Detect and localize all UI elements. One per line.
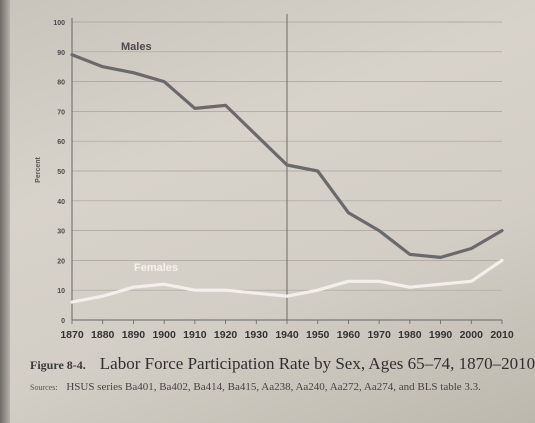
x-tick-label: 1870 bbox=[60, 329, 84, 341]
y-tick-label: 60 bbox=[57, 139, 65, 146]
x-tick-label: 1950 bbox=[306, 329, 330, 341]
x-tick-label: 1920 bbox=[214, 329, 238, 341]
y-tick-label: 80 bbox=[57, 80, 65, 87]
x-tick-label: 1900 bbox=[152, 329, 176, 341]
x-tick-label: 1990 bbox=[429, 329, 453, 341]
y-tick-label: 10 bbox=[57, 288, 65, 295]
x-tick-label: 1880 bbox=[91, 329, 115, 341]
source-label: Sources: bbox=[30, 383, 58, 392]
x-tick-label: 1930 bbox=[245, 329, 269, 341]
y-tick-labels: 0 10 20 30 40 50 60 70 80 90 100 bbox=[53, 20, 65, 325]
x-tick-label: 1940 bbox=[275, 329, 299, 341]
y-tick-label: 20 bbox=[57, 258, 65, 265]
y-tick-label: 0 bbox=[61, 318, 65, 325]
series-line-females bbox=[70, 258, 504, 304]
series-label-females: Females bbox=[134, 262, 178, 274]
x-tick-label: 2000 bbox=[460, 329, 484, 341]
x-tick-label: 1910 bbox=[183, 329, 207, 341]
x-tick-label: 1960 bbox=[337, 329, 361, 341]
x-tick-label: 1970 bbox=[367, 329, 391, 341]
page-edge bbox=[0, 0, 10, 423]
y-tick-label: 90 bbox=[57, 50, 65, 57]
y-axis-label: Percent bbox=[35, 156, 42, 182]
figure-caption: Figure 8-4. Labor Force Participation Ra… bbox=[30, 354, 535, 374]
figure-number: Figure 8-4. bbox=[30, 358, 86, 372]
series-label-males: Males bbox=[121, 41, 152, 53]
y-tick-label: 70 bbox=[57, 109, 65, 116]
y-tick-label: 100 bbox=[53, 20, 65, 27]
x-tick-label: 1890 bbox=[122, 329, 146, 341]
x-tick-labels: 1870 1880 1890 1900 1910 1920 1930 1940 1950 1960… bbox=[60, 320, 514, 341]
figure-title: Labor Force Participation Rate by Sex, A… bbox=[99, 354, 535, 373]
source-text: HSUS series Ba401, Ba402, Ba414, Ba415, … bbox=[66, 381, 481, 393]
y-tick-label: 50 bbox=[57, 169, 65, 176]
x-tick-label: 2010 bbox=[490, 329, 514, 341]
figure-source: Sources: HSUS series Ba401, Ba402, Ba414… bbox=[30, 381, 535, 393]
series-labels: Males Females bbox=[121, 41, 178, 274]
series-lines bbox=[70, 53, 504, 304]
x-tick-label: 1980 bbox=[398, 329, 422, 341]
y-tick-label: 40 bbox=[57, 199, 65, 206]
series-line-males bbox=[70, 53, 504, 259]
y-tick-label: 30 bbox=[57, 229, 65, 236]
